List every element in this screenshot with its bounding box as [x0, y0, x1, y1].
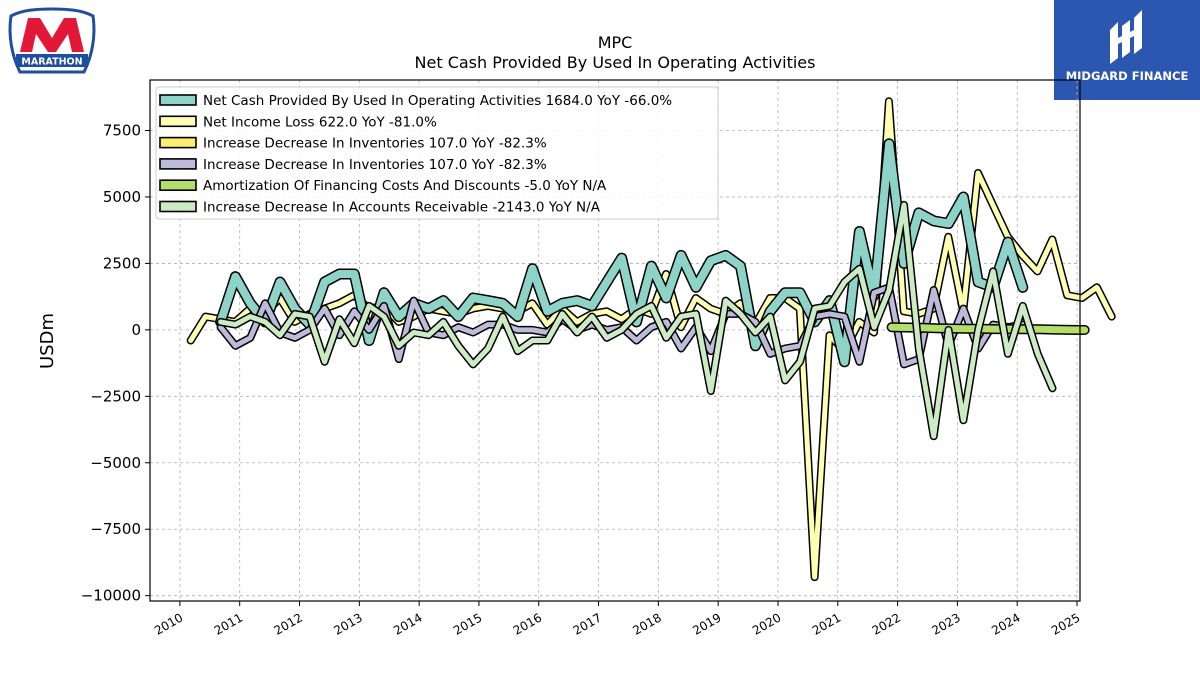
marathon-logo: MARATHON [6, 6, 98, 76]
midgard-emblem-icon [1110, 10, 1142, 64]
y-tick-label: 0 [131, 321, 141, 339]
legend-swatch [159, 136, 197, 149]
marathon-wordmark: MARATHON [21, 57, 82, 68]
y-axis: −10000 −7500 −5000 −2500 0 2500 5000 7500 [81, 122, 150, 605]
x-tick-label: 2019 [690, 610, 723, 637]
legend-swatch [159, 115, 197, 128]
legend-swatch [159, 94, 197, 106]
y-tick-label: −5000 [90, 454, 141, 472]
legend-label: Increase Decrease In Inventories 107.0 Y… [203, 136, 547, 152]
chart-title: MPC [598, 33, 633, 52]
legend-label: Increase Decrease In Accounts Receivable… [203, 200, 601, 216]
legend-label: Increase Decrease In Inventories 107.0 Y… [203, 157, 547, 173]
chart-subtitle: Net Cash Provided By Used In Operating A… [415, 53, 816, 72]
plot-area [149, 79, 1116, 602]
x-tick-label: 2017 [571, 610, 604, 637]
legend-label: Net Income Loss 622.0 YoY -81.0% [203, 114, 437, 130]
plot-frame [149, 79, 1081, 602]
x-axis: 2010 2011 2012 2013 2014 2015 2016 2017 2018 2019… [152, 601, 1083, 638]
marathon-m-letter [20, 18, 84, 52]
legend-label: Net Cash Provided By Used In Operating A… [203, 93, 672, 109]
y-tick-label: −7500 [90, 520, 141, 538]
series-stroke [216, 139, 1027, 366]
x-tick-label: 2013 [331, 610, 364, 637]
x-tick-label: 2011 [212, 610, 245, 637]
x-tick-label: 2015 [451, 610, 484, 637]
x-tick-label: 2014 [391, 610, 424, 637]
y-tick-label: 2500 [103, 254, 141, 272]
legend-swatch [159, 158, 197, 170]
midgard-wordmark: MIDGARD FINANCE [1065, 69, 1189, 83]
x-tick-label: 2024 [989, 610, 1022, 637]
y-tick-label: 7500 [103, 122, 141, 140]
series-line-4 [886, 322, 1090, 335]
legend-entry: Increase Decrease In Accounts Receivable… [159, 200, 601, 216]
series-line-5 [216, 200, 1057, 441]
series-line-2 [215, 138, 1029, 368]
y-tick-label: −2500 [90, 387, 141, 405]
series-stroke [218, 202, 1055, 439]
legend-box [155, 86, 719, 220]
x-tick-label: 2018 [630, 610, 663, 637]
x-tick-label: 2010 [152, 610, 185, 637]
legend-swatch [159, 200, 197, 213]
legend-swatch [159, 179, 197, 191]
midgard-finance-logo: MIDGARD FINANCE [1054, 0, 1200, 100]
series-stroke [888, 323, 1089, 334]
legend: Net Cash Provided By Used In Operating A… [155, 86, 719, 220]
y-tick-label: −10000 [81, 587, 141, 605]
x-tick-label: 2023 [929, 610, 962, 637]
marathon-wordmark-band [16, 54, 88, 67]
x-tick-label: 2025 [1049, 610, 1082, 637]
y-tick-label: 5000 [103, 188, 141, 206]
legend-entry: Amortization Of Financing Costs And Disc… [159, 178, 607, 194]
y-axis-label: USDm [37, 313, 58, 369]
legend-label: Amortization Of Financing Costs And Disc… [203, 178, 607, 194]
legend-entry: Net Income Loss 622.0 YoY -81.0% [159, 114, 437, 130]
x-tick-label: 2021 [810, 610, 843, 637]
series-lines [186, 97, 1116, 582]
x-tick-label: 2022 [870, 610, 903, 637]
x-tick-label: 2016 [511, 610, 544, 637]
legend-entry: Net Cash Provided By Used In Operating A… [159, 93, 672, 109]
x-tick-label: 2012 [272, 610, 305, 637]
legend-entry: Increase Decrease In Inventories 107.0 Y… [159, 136, 547, 152]
legend-entry: Increase Decrease In Inventories 107.0 Y… [159, 157, 547, 173]
x-tick-label: 2020 [750, 610, 783, 637]
